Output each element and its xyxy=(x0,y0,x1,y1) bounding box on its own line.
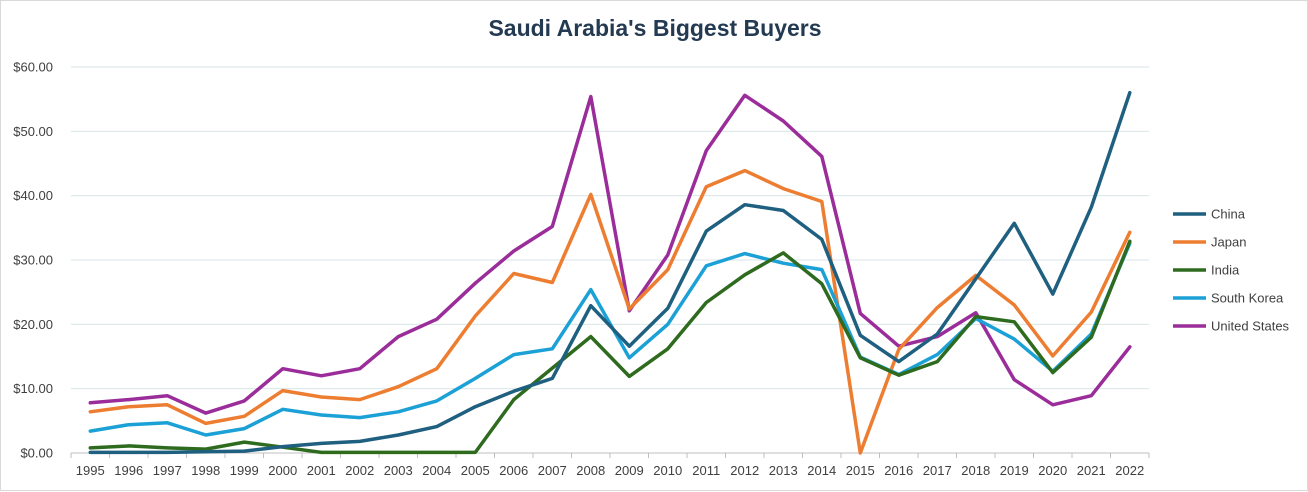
x-tick-label: 2004 xyxy=(422,463,451,478)
x-tick-label: 2000 xyxy=(268,463,297,478)
y-tick-label: $30.00 xyxy=(13,253,53,268)
series-line-south-korea xyxy=(88,241,1132,437)
x-tick-label: 2008 xyxy=(576,463,605,478)
x-tick-label: 2020 xyxy=(1038,463,1067,478)
y-tick-label: $10.00 xyxy=(13,381,53,396)
x-tick-label: 2017 xyxy=(923,463,952,478)
x-tick-label: 2001 xyxy=(307,463,336,478)
legend-label-south-korea: South Korea xyxy=(1211,291,1284,306)
x-tick-label: 2015 xyxy=(846,463,875,478)
series-line-india xyxy=(88,239,1132,455)
x-tick-label: 2005 xyxy=(461,463,490,478)
x-tick-label: 2021 xyxy=(1077,463,1106,478)
x-tick-label: 2014 xyxy=(807,463,836,478)
x-tick-label: 1999 xyxy=(230,463,259,478)
x-tick-label: 2009 xyxy=(615,463,644,478)
x-tick-label: 1997 xyxy=(153,463,182,478)
x-tick-label: 2010 xyxy=(653,463,682,478)
x-tick-label: 2018 xyxy=(961,463,990,478)
y-tick-label: $60.00 xyxy=(13,60,53,75)
legend-label-japan: Japan xyxy=(1211,235,1246,250)
series-line-china xyxy=(88,90,1132,455)
legend-label-united-states: United States xyxy=(1211,319,1290,334)
legend-label-china: China xyxy=(1211,207,1246,222)
x-tick-label: 2022 xyxy=(1115,463,1144,478)
x-tick-label: 1995 xyxy=(76,463,105,478)
series-line-united-states xyxy=(88,93,1132,415)
y-tick-label: $40.00 xyxy=(13,188,53,203)
x-tick-label: 2006 xyxy=(499,463,528,478)
y-tick-label: $20.00 xyxy=(13,317,53,332)
legend-label-india: India xyxy=(1211,263,1240,278)
x-tick-label: 2003 xyxy=(384,463,413,478)
x-tick-label: 2011 xyxy=(692,463,720,478)
y-tick-label: $0.00 xyxy=(20,446,53,461)
x-tick-label: 2002 xyxy=(345,463,374,478)
x-tick-label: 1996 xyxy=(114,463,143,478)
x-tick-label: 2016 xyxy=(884,463,913,478)
x-tick-label: 1998 xyxy=(191,463,220,478)
x-tick-label: 2012 xyxy=(730,463,759,478)
chart-title: Saudi Arabia's Biggest Buyers xyxy=(488,15,822,41)
y-tick-label: $50.00 xyxy=(13,124,53,139)
x-tick-label: 2007 xyxy=(538,463,567,478)
x-tick-label: 2019 xyxy=(1000,463,1029,478)
x-tick-label: 2013 xyxy=(769,463,798,478)
series-line-japan xyxy=(88,168,1132,455)
